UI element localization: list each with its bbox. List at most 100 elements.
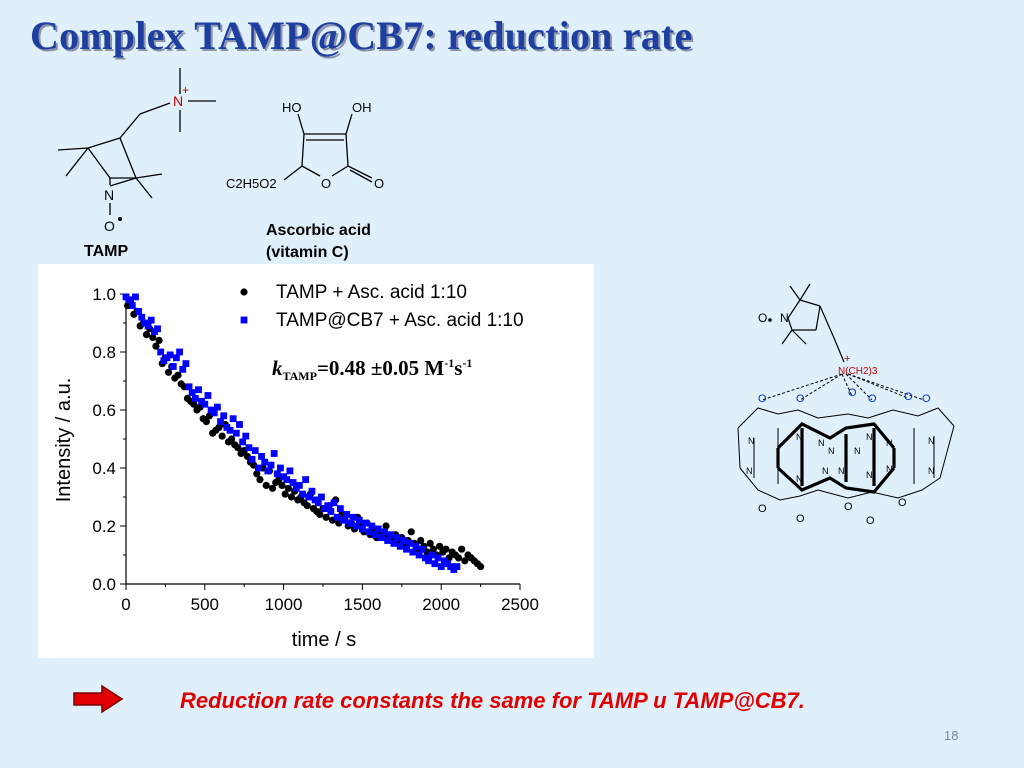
y-tick-label: 0.6 [92, 401, 116, 420]
ascorbic-substituent: C2H5O2 [226, 176, 277, 191]
data-point-series-2 [264, 467, 272, 475]
svg-text:O: O [844, 501, 853, 513]
data-point-series-1 [303, 502, 311, 510]
rate-sup-2: -1 [462, 356, 473, 370]
svg-text:N: N [822, 466, 829, 476]
data-point-series-2 [302, 476, 310, 483]
x-axis-label: time / s [292, 629, 356, 651]
svg-text:N: N [748, 436, 755, 446]
rate-k: k [272, 356, 283, 380]
ascorbic-label-line1: Ascorbic acid [266, 222, 371, 239]
data-point-series-1 [426, 539, 434, 547]
data-point-series-2 [157, 348, 165, 356]
data-point-series-2 [327, 508, 335, 515]
slide-title: Complex TAMP@CB7: reduction rate [30, 13, 693, 58]
data-point-series-2 [333, 513, 341, 521]
data-point-series-1 [458, 545, 466, 553]
data-point-series-2 [343, 511, 351, 518]
data-point-series-2 [251, 447, 259, 454]
data-point-series-2 [245, 444, 253, 452]
data-point-series-2 [270, 450, 278, 457]
data-point-series-2 [381, 528, 388, 536]
data-point-series-2 [434, 554, 442, 562]
right-arrow-icon [73, 684, 124, 714]
data-point-series-2 [371, 531, 379, 539]
data-point-series-1 [454, 554, 463, 562]
svg-text:O: O [796, 513, 805, 525]
svg-text:N: N [818, 438, 825, 448]
data-point-series-1 [382, 522, 390, 530]
legend-entry-label: TAMP + Asc. acid 1:10 [276, 282, 467, 303]
data-point-series-2 [128, 302, 136, 309]
data-point-series-1 [442, 545, 450, 553]
data-point-series-2 [359, 525, 366, 533]
svg-text:O: O [758, 393, 767, 405]
data-point-series-2 [393, 534, 401, 541]
svg-text:O: O [904, 391, 913, 403]
data-point-series-2 [254, 464, 262, 472]
data-point-series-2 [299, 490, 306, 498]
data-point-series-1 [316, 510, 324, 518]
svg-text:O: O [922, 393, 931, 405]
svg-text:N: N [746, 466, 753, 476]
data-point-series-2 [144, 322, 152, 330]
data-point-series-2 [336, 505, 344, 512]
svg-text:O: O [758, 503, 767, 515]
legend-marker-circle [240, 288, 248, 296]
complex-o-radical: O [758, 311, 767, 325]
data-point-series-2 [277, 464, 284, 472]
data-point-series-2 [248, 455, 256, 463]
data-point-series-1 [429, 545, 437, 553]
data-point-series-1 [281, 490, 289, 498]
data-point-series-2 [239, 438, 247, 446]
x-tick-label: 1500 [343, 595, 381, 614]
data-point-series-2 [415, 551, 423, 559]
slide-number: 18 [944, 728, 959, 743]
data-point-series-1 [202, 418, 210, 426]
data-point-series-2 [425, 557, 432, 565]
data-point-series-2 [220, 412, 228, 420]
data-point-series-1 [268, 484, 277, 492]
svg-text:N: N [866, 470, 873, 480]
data-point-series-2 [374, 525, 382, 533]
svg-text:N: N [838, 466, 845, 476]
data-point-series-2 [185, 383, 193, 391]
data-point-series-1 [234, 444, 242, 452]
data-point-series-2 [204, 392, 212, 399]
svg-text:N: N [866, 432, 873, 442]
complex-n-ring: N [780, 311, 789, 325]
data-point-series-2 [214, 403, 221, 411]
data-point-series-1 [215, 423, 223, 431]
data-point-series-2 [409, 548, 417, 556]
y-axis-label: Intensity / a.u. [53, 378, 75, 503]
data-point-series-2 [308, 487, 316, 495]
data-point-series-1 [218, 432, 226, 440]
rate-value: =0.48 ±0.05 M [316, 356, 445, 380]
data-point-series-1 [322, 513, 330, 521]
data-point-series-2 [173, 354, 180, 362]
data-point-series-2 [261, 458, 269, 466]
data-point-series-2 [267, 461, 275, 469]
data-point-series-2 [352, 522, 360, 530]
x-tick-label: 500 [191, 595, 219, 614]
data-point-series-1 [253, 470, 261, 478]
x-tick-label: 1000 [265, 595, 303, 614]
data-point-series-2 [258, 453, 265, 460]
tamp-o-radical: O [104, 218, 115, 234]
data-point-series-1 [436, 542, 444, 550]
chart-panel: 0 500 1000 1500 2000 2500 0.0 0.2 0.4 0.6 0.8 1.0 T… [38, 264, 594, 658]
data-point-series-2 [286, 467, 294, 475]
conclusion-text: Reduction rate constants the same for TA… [180, 688, 805, 713]
rate-constant: kTAMP=0.48 ±0.05 M-1s-1 [272, 356, 472, 384]
rate-s: s [454, 356, 463, 380]
data-point-series-1 [152, 342, 160, 350]
data-point-series-1 [164, 368, 173, 376]
x-tick-label: 0 [121, 595, 130, 614]
data-point-series-2 [437, 563, 445, 570]
ascorbic-acid-label: Ascorbic acid (vitamin C) [266, 220, 371, 264]
tamp-label: TAMP [84, 243, 129, 260]
data-point-series-2 [377, 534, 385, 541]
data-point-series-1 [278, 481, 286, 489]
scatter-chart: 0 500 1000 1500 2000 2500 0.0 0.2 0.4 0.6 0.8 1.0 T… [53, 282, 539, 651]
